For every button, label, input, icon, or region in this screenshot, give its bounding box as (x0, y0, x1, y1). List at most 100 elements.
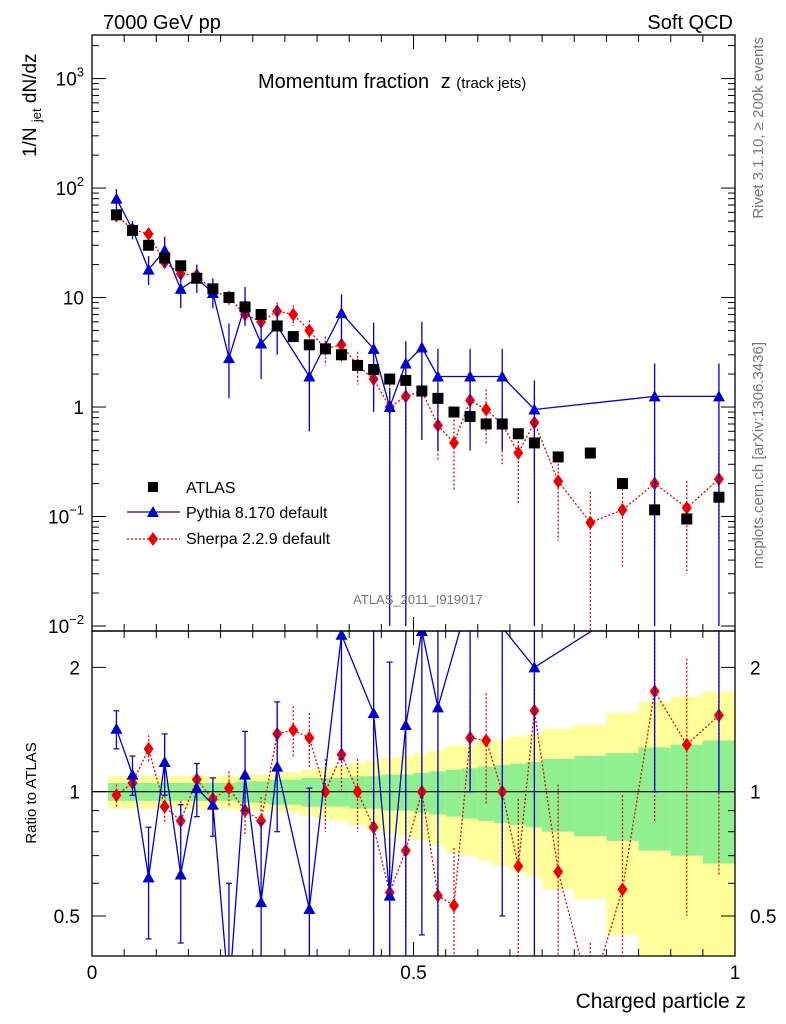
atlas-point (713, 491, 725, 503)
sherpa-point (449, 435, 460, 450)
sherpa-line (115, 215, 720, 524)
pythia-point (367, 342, 380, 354)
sherpa-point (617, 502, 628, 517)
band-inner (509, 763, 527, 826)
atlas-point (552, 451, 564, 463)
main-marks (110, 189, 725, 631)
ylabel-sub: jet (29, 108, 44, 123)
ylabel-main: 1/N (20, 127, 41, 157)
legend-sherpa-marker (148, 532, 158, 546)
atlas-point (175, 260, 187, 272)
ratio-ticks (91, 631, 736, 957)
pythia-ratio-point (383, 889, 396, 901)
legend: ATLAS Pythia 8.170 default Sherpa 2.2.9 … (127, 480, 331, 548)
sherpa-point (304, 323, 315, 338)
main-ytick-label: 10−1 (48, 503, 84, 529)
pythia-ratio-point (335, 631, 348, 640)
main-ytick-exp: 2 (77, 174, 84, 189)
pythia-point (399, 357, 412, 369)
pythia-ratio-point (528, 661, 541, 673)
title-main: Momentum fraction (258, 71, 429, 93)
pythia-ratio-point (255, 896, 268, 908)
pythia-ratio-point (158, 756, 171, 768)
rivet-label: Rivet 3.1.10, ≥ 200k events (750, 37, 767, 219)
atlas-point (448, 406, 460, 418)
sherpa-point (481, 402, 492, 417)
ratio-ytick-label-left: 2 (69, 658, 80, 679)
legend-sherpa-label: Sherpa 2.2.9 default (186, 531, 331, 548)
xtick-label: 0 (87, 963, 98, 984)
pythia-point (431, 370, 444, 382)
header-right: Soft QCD (647, 12, 733, 34)
pythia-point (335, 307, 348, 319)
sherpa-point (143, 227, 154, 242)
pythia-point (415, 341, 428, 353)
sherpa-ratio-point (111, 788, 122, 803)
header-left: 7000 GeV pp (103, 12, 221, 34)
xtick-label: 1 (730, 963, 741, 984)
main-ytick-base: 10 (48, 508, 69, 529)
pythia-ratio-point (415, 631, 428, 636)
main-ylabel: 1/N jet dN/dz (20, 53, 46, 157)
chart-title: Momentum fraction z (track jets) (258, 71, 526, 93)
sherpa-point (681, 500, 692, 515)
pythia-point (496, 370, 509, 382)
ratio-tick-labels: 2 2 1 1 0.5 0.5 0 0.5 1 (54, 658, 777, 984)
atlas-point (368, 364, 380, 376)
pythia-ratio-point (206, 798, 219, 810)
atlas-point (287, 331, 299, 343)
legend-atlas-marker (148, 482, 158, 492)
main-ytick-base: 10 (56, 179, 77, 200)
pythia-ratio-point (367, 707, 380, 719)
pythia-point (110, 192, 123, 204)
ratio-ytick-label-right: 2 (750, 658, 761, 679)
pythia-point (528, 403, 541, 415)
legend-pythia-marker (147, 506, 159, 517)
sherpa-ratio-point (449, 898, 460, 913)
xlabel: Charged particle z (576, 990, 746, 1013)
pythia-ratio-point (110, 722, 123, 734)
atlas-point (584, 447, 596, 459)
pythia-line (115, 198, 719, 411)
sherpa-ratio-point (223, 781, 234, 796)
main-ytick-label: 10 (63, 289, 84, 310)
pythia-point (142, 263, 155, 275)
pythia-ratio-point (399, 719, 412, 731)
sherpa-ratio-point (617, 882, 628, 897)
ratio-panel: 2 2 1 1 0.5 0.5 0 0.5 1 Ratio to ATLAS Charged p… (23, 630, 777, 1013)
sherpa-ratio-point (159, 799, 170, 814)
pythia-point (255, 337, 268, 349)
sherpa-point (288, 307, 299, 322)
main-ytick-base: 10 (63, 289, 84, 310)
atlas-point (110, 209, 122, 221)
atlas-point (191, 272, 203, 284)
main-ytick-exp: 3 (77, 65, 84, 80)
pythia-ratio-point (190, 782, 203, 794)
pythia-point (383, 401, 396, 413)
main-ytick-label: 103 (56, 65, 84, 91)
atlas-point (432, 392, 444, 404)
sherpa-ratio-point (352, 784, 363, 799)
ratio-ytick-label-right: 0.5 (750, 907, 776, 928)
sherpa-ratio-point (481, 733, 492, 748)
band-inner (542, 758, 575, 832)
pythia-ratio-point (431, 701, 444, 713)
main-ytick-label: 1 (73, 398, 84, 419)
atlas-point (384, 373, 396, 385)
title-z: z (441, 71, 451, 93)
ratio-marks (92, 631, 735, 956)
atlas-point (255, 308, 267, 320)
atlas-point (616, 478, 628, 490)
band-inner (574, 756, 607, 837)
sherpa-ratio-point (681, 737, 692, 752)
sherpa-point (513, 446, 524, 461)
sherpa-ratio-point (288, 723, 299, 738)
atlas-point (335, 349, 347, 361)
pythia-ratio-point (271, 760, 284, 772)
ylabel-rest: dN/dz (20, 53, 41, 103)
pythia-ratio-point (142, 871, 155, 883)
main-ytick-label: 10−2 (48, 612, 84, 638)
